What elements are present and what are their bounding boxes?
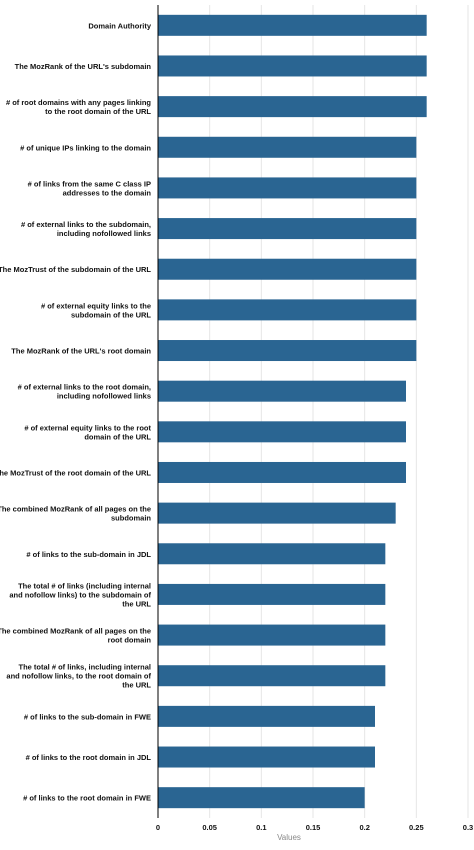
bars [158, 14, 427, 809]
category-label: The MozRank of the URL's subdomain [15, 62, 152, 71]
bar [158, 340, 417, 362]
bar [158, 705, 375, 727]
category-label: The MozTrust of the root domain of the U… [0, 468, 151, 477]
category-label: # of unique IPs linking to the domain [20, 143, 151, 152]
bar [158, 665, 386, 687]
x-tick-label: 0.15 [306, 823, 321, 832]
category-label: # of links from the same C class IP addre… [28, 179, 152, 197]
bar [158, 746, 375, 768]
category-label: # of links to the sub-domain in JDL [26, 550, 151, 559]
x-tick-label: 0.1 [256, 823, 266, 832]
category-label: # of links to the root domain in FWE [23, 794, 151, 803]
bar [158, 299, 417, 321]
category-label: # of external links to the root domain, i… [18, 383, 151, 401]
bar [158, 136, 417, 158]
bar [158, 55, 427, 77]
category-labels: Domain Authority The MozRank of the URL's… [0, 21, 152, 802]
category-label: The combined MozRank of all pages on the… [0, 627, 151, 645]
category-label: # of root domains with any pages linking… [6, 98, 151, 116]
bar [158, 421, 406, 443]
category-label: # of external links to the subdomain, inc… [21, 220, 151, 238]
category-label: Domain Authority [88, 21, 151, 30]
category-label: The total # of links (including internal… [9, 581, 151, 608]
bar [158, 583, 386, 605]
x-tick-labels: 0 0.05 0.1 0.15 0.2 0.25 0.3 [156, 823, 473, 832]
x-tick-label: 0.25 [409, 823, 424, 832]
category-label: The MozTrust of the subdomain of the URL [0, 265, 151, 274]
bar [158, 502, 396, 524]
x-tick-label: 0 [156, 823, 160, 832]
category-label: # of external equity links to the subdoma… [41, 301, 151, 319]
bar [158, 218, 417, 240]
bar [158, 461, 406, 483]
category-label: # of links to the root domain in JDL [26, 753, 152, 762]
x-tick-label: 0.2 [359, 823, 369, 832]
bar [158, 96, 427, 118]
x-tick-label: 0.3 [463, 823, 473, 832]
category-label: The MozRank of the URL's root domain [11, 347, 151, 356]
bar [158, 14, 427, 36]
category-label: # of external equity links to the root do… [24, 423, 151, 441]
category-label: # of links to the sub-domain in FWE [24, 712, 151, 721]
x-axis-title: Values [277, 833, 301, 842]
bar [158, 787, 365, 809]
category-label: The combined MozRank of all pages on the… [0, 505, 151, 523]
x-tick-label: 0.05 [202, 823, 217, 832]
grid-lines [209, 5, 469, 818]
bar [158, 543, 386, 565]
category-label: The total # of links, including internal… [6, 663, 151, 690]
bar [158, 258, 417, 280]
bar [158, 380, 406, 402]
bar [158, 624, 386, 646]
bar [158, 177, 417, 199]
